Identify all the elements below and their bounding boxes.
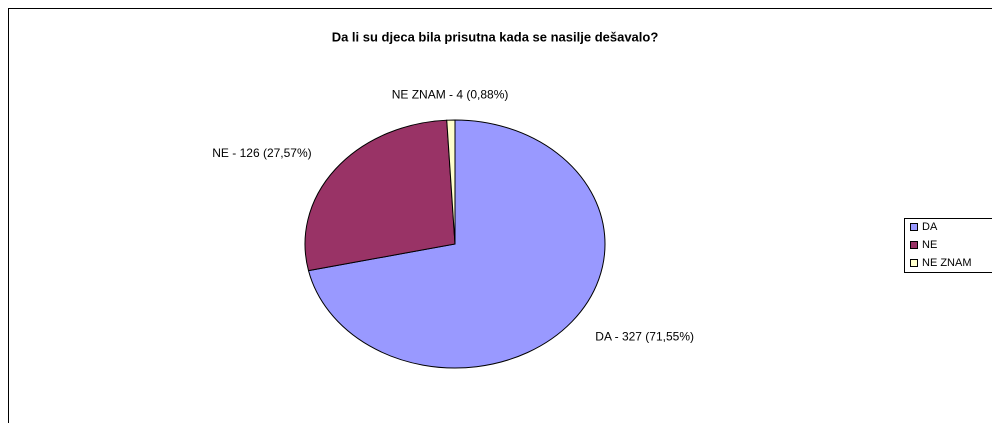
chart-title: Da li su djeca bila prisutna kada se nas… <box>332 29 659 44</box>
legend-box <box>904 218 992 273</box>
pie-slice <box>304 119 456 272</box>
data-label: NE ZNAM - 4 (0,88%) <box>392 87 509 101</box>
data-label: NE - 126 (27,57%) <box>212 146 311 160</box>
legend-label: DA <box>922 221 938 233</box>
data-label: DA - 327 (71,55%) <box>595 329 694 343</box>
legend-swatch <box>910 259 918 267</box>
legend-label: NE ZNAM <box>922 257 972 269</box>
pie-slice <box>446 119 456 245</box>
pie-slice <box>307 119 606 369</box>
legend-label: NE <box>922 239 937 251</box>
legend-swatch <box>910 241 918 249</box>
legend-swatch <box>910 223 918 231</box>
